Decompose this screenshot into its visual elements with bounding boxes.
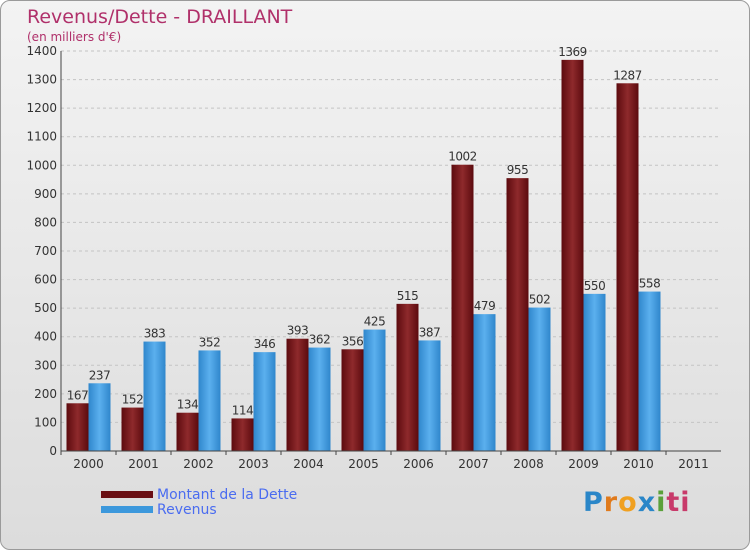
legend-label-debt: Montant de la Dette [157, 486, 298, 503]
x-tick-label: 2003 [238, 457, 269, 471]
y-tick-label: 300 [34, 358, 57, 372]
data-label-revenue: 237 [89, 368, 110, 382]
data-label-debt: 152 [122, 393, 143, 407]
legend-label-revenue: Revenus [157, 501, 217, 518]
y-tick-label: 1100 [26, 130, 57, 144]
data-label-revenue: 346 [254, 337, 275, 351]
bar-revenue [528, 307, 551, 451]
legend: Montant de la Dette Revenus [101, 486, 298, 518]
data-label-revenue: 550 [584, 279, 605, 293]
data-label-debt: 1369 [558, 45, 587, 59]
bar-debt [451, 164, 474, 451]
data-label-revenue: 387 [419, 325, 440, 339]
data-label-debt: 356 [342, 334, 363, 348]
data-label-debt: 1002 [448, 150, 477, 164]
x-tick-label: 2008 [513, 457, 544, 471]
y-tick-label: 1400 [26, 44, 57, 58]
bar-debt [616, 83, 639, 452]
bar-debt [286, 338, 309, 451]
x-tick-label: 2002 [183, 457, 214, 471]
data-label-debt: 1287 [613, 68, 642, 82]
data-label-revenue: 558 [639, 277, 660, 291]
bar-revenue [473, 314, 496, 451]
y-tick-label: 500 [34, 301, 57, 315]
bar-debt [176, 412, 199, 451]
y-tick-label: 400 [34, 330, 57, 344]
x-tick-label: 2010 [623, 457, 654, 471]
legend-swatch-debt [101, 491, 153, 498]
x-tick-label: 2005 [348, 457, 379, 471]
x-tick-label: 2001 [128, 457, 159, 471]
y-tick-label: 900 [34, 187, 57, 201]
x-tick-label: 2004 [293, 457, 324, 471]
data-label-debt: 393 [287, 324, 308, 338]
bar-revenue [198, 350, 221, 451]
bar-revenue [88, 383, 111, 451]
bar-debt [341, 349, 364, 451]
data-label-debt: 114 [232, 403, 253, 417]
bar-debt [66, 403, 89, 451]
y-tick-label: 1300 [26, 73, 57, 87]
bar-revenue [143, 341, 166, 451]
y-tick-label: 100 [34, 415, 57, 429]
chart-title: Revenus/Dette - DRAILLANT [27, 6, 293, 28]
x-tick-label: 2009 [568, 457, 599, 471]
y-tick-label: 800 [34, 215, 57, 229]
data-label-revenue: 479 [474, 299, 495, 313]
data-label-revenue: 502 [529, 293, 550, 307]
chart-subtitle: (en milliers d'€) [27, 30, 122, 44]
y-tick-label: 0 [49, 444, 57, 458]
data-label-revenue: 425 [364, 315, 385, 329]
bar-revenue [583, 293, 606, 451]
bar-revenue [253, 352, 276, 451]
bar-debt [121, 407, 144, 451]
x-tick-label: 2007 [458, 457, 489, 471]
x-tick-label: 2011 [678, 457, 709, 471]
data-label-revenue: 362 [309, 333, 330, 347]
legend-swatch-revenue [101, 506, 153, 513]
data-label-debt: 167 [67, 388, 88, 402]
data-label-debt: 955 [507, 163, 528, 177]
y-tick-label: 1200 [26, 101, 57, 115]
y-tick-label: 600 [34, 273, 57, 287]
x-tick-label: 2000 [73, 457, 104, 471]
bar-revenue [363, 329, 386, 451]
bar-revenue [418, 340, 441, 451]
x-tick-label: 2006 [403, 457, 434, 471]
bar-debt [561, 59, 584, 451]
y-tick-label: 200 [34, 387, 57, 401]
data-label-revenue: 383 [144, 327, 165, 341]
proxiti-logo: Proxiti [583, 487, 691, 518]
bar-revenue [308, 347, 331, 451]
legend-item-debt: Montant de la Dette [101, 486, 298, 503]
legend-item-revenue: Revenus [101, 501, 297, 518]
data-label-debt: 515 [397, 289, 418, 303]
y-tick-label: 1000 [26, 158, 57, 172]
bar-revenue [638, 291, 661, 451]
bar-debt [396, 303, 419, 451]
bar-debt [506, 178, 529, 451]
data-label-debt: 134 [177, 398, 198, 412]
data-label-revenue: 352 [199, 335, 220, 349]
y-tick-label: 700 [34, 244, 57, 258]
bar-debt [231, 418, 254, 451]
